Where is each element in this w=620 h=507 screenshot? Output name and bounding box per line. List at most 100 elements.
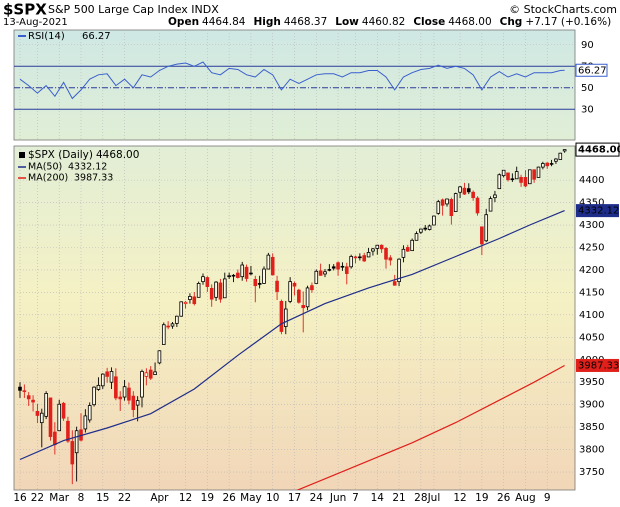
candle-body — [414, 233, 419, 241]
candle-body — [144, 372, 149, 377]
candle-body — [419, 228, 423, 233]
x-tick-label: 7 — [352, 492, 359, 504]
candle-body — [423, 227, 428, 230]
candle-body — [166, 325, 170, 328]
candle-body — [466, 188, 471, 193]
quote-value: +7.17 (+0.16%) — [525, 16, 611, 28]
candle-body — [344, 266, 349, 274]
x-tick-label: 21 — [392, 492, 405, 504]
x-tick-label: 19 — [201, 492, 214, 504]
candle-body — [536, 166, 541, 178]
x-tick-label: 17 — [288, 492, 301, 504]
candle-body — [384, 247, 388, 260]
candle-body — [327, 269, 332, 271]
x-tick-label: 28 — [414, 492, 427, 504]
candle-body — [244, 266, 249, 279]
candle-body — [480, 226, 484, 245]
legend-swatch — [19, 152, 25, 158]
candle-body — [222, 278, 227, 299]
y-tick-label: 4300 — [579, 220, 604, 231]
candle-body — [135, 400, 140, 406]
candle-body — [175, 315, 179, 324]
candle-body — [105, 371, 109, 377]
y-tick-label: 4400 — [579, 175, 604, 186]
x-tick-label: 24 — [310, 492, 324, 504]
candle-body — [349, 256, 353, 268]
candle-body — [475, 197, 480, 214]
rsi-line — [19, 61, 565, 100]
candle-body — [436, 201, 441, 214]
candle-body — [153, 371, 157, 375]
quote-value: 4468.37 — [284, 16, 327, 28]
candle-body — [506, 172, 510, 181]
x-tick-label: Jun — [329, 492, 346, 504]
x-tick-label: 12 — [453, 492, 466, 504]
candle-body — [314, 270, 319, 284]
candle-body — [458, 186, 462, 193]
candle-body — [74, 430, 79, 454]
candle-body — [453, 193, 458, 212]
x-tick-label: 12 — [179, 492, 192, 504]
candle-body — [331, 266, 336, 269]
x-tick-label: 22 — [118, 492, 131, 504]
candle-body — [362, 255, 367, 262]
legend-value: 4332.12 — [68, 162, 107, 173]
candle-body — [340, 265, 345, 268]
x-tick-label: 10 — [266, 492, 279, 504]
candle-body — [562, 149, 567, 152]
candle-body — [379, 244, 384, 250]
candle-body — [44, 393, 48, 417]
quote-label: Open — [168, 16, 199, 28]
candle-body — [22, 390, 27, 392]
chart-title: $SPX — [3, 1, 47, 19]
candle-body — [148, 369, 153, 379]
candle-body — [375, 244, 380, 249]
x-tick-label: 19 — [475, 492, 488, 504]
legend-label: $SPX (Daily) — [28, 149, 93, 161]
candle-body — [371, 248, 375, 252]
series-last-value: 4332.12 — [578, 206, 619, 217]
candle-body — [196, 283, 201, 298]
y-tick-label: 4350 — [579, 198, 604, 209]
x-tick-label: 22 — [31, 492, 44, 504]
candle-body — [405, 247, 410, 252]
candle-body — [92, 386, 96, 406]
value-box — [576, 358, 619, 372]
candle-body — [179, 301, 184, 317]
candle-body — [218, 282, 223, 300]
candle-body — [236, 272, 240, 278]
rsi-tick-label: 30 — [581, 104, 594, 115]
candle-body — [519, 177, 523, 183]
legend-value: 4468.00 — [96, 149, 139, 161]
candle-body — [310, 285, 314, 291]
candle-body — [157, 350, 162, 364]
candle-body — [292, 283, 297, 287]
candle-body — [353, 256, 358, 259]
candle-body — [488, 198, 493, 212]
candle-body — [183, 301, 188, 305]
legend-value: 3987.33 — [74, 173, 113, 184]
candle-body — [66, 420, 70, 442]
quote-label: Close — [413, 16, 445, 28]
candle-body — [214, 281, 218, 298]
series-last-value: 3987.33 — [578, 360, 619, 371]
candle-body — [109, 371, 114, 383]
quote-value: 4468.00 — [448, 16, 491, 28]
candles — [18, 149, 567, 485]
quote-label: Low — [335, 16, 359, 28]
candle-body — [170, 323, 175, 327]
candle-body — [484, 214, 489, 242]
y-tick-label: 3950 — [579, 377, 604, 388]
candle-body — [297, 289, 301, 303]
candle-body — [301, 305, 306, 309]
candle-body — [270, 256, 275, 276]
x-tick-label: 8 — [78, 492, 85, 504]
x-tick-label: Jul — [427, 492, 441, 504]
candle-body — [358, 256, 362, 259]
candle-body — [532, 169, 536, 180]
candle-body — [501, 169, 506, 177]
x-tick-label: 9 — [544, 492, 551, 504]
candle-body — [83, 415, 88, 430]
candle-body — [432, 215, 436, 226]
